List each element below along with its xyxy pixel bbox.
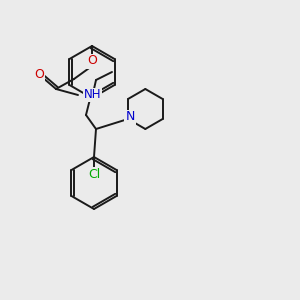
Text: Cl: Cl	[88, 167, 100, 181]
Text: NH: NH	[84, 88, 101, 101]
Text: O: O	[34, 68, 44, 80]
Text: O: O	[87, 55, 97, 68]
Text: N: N	[125, 110, 135, 124]
